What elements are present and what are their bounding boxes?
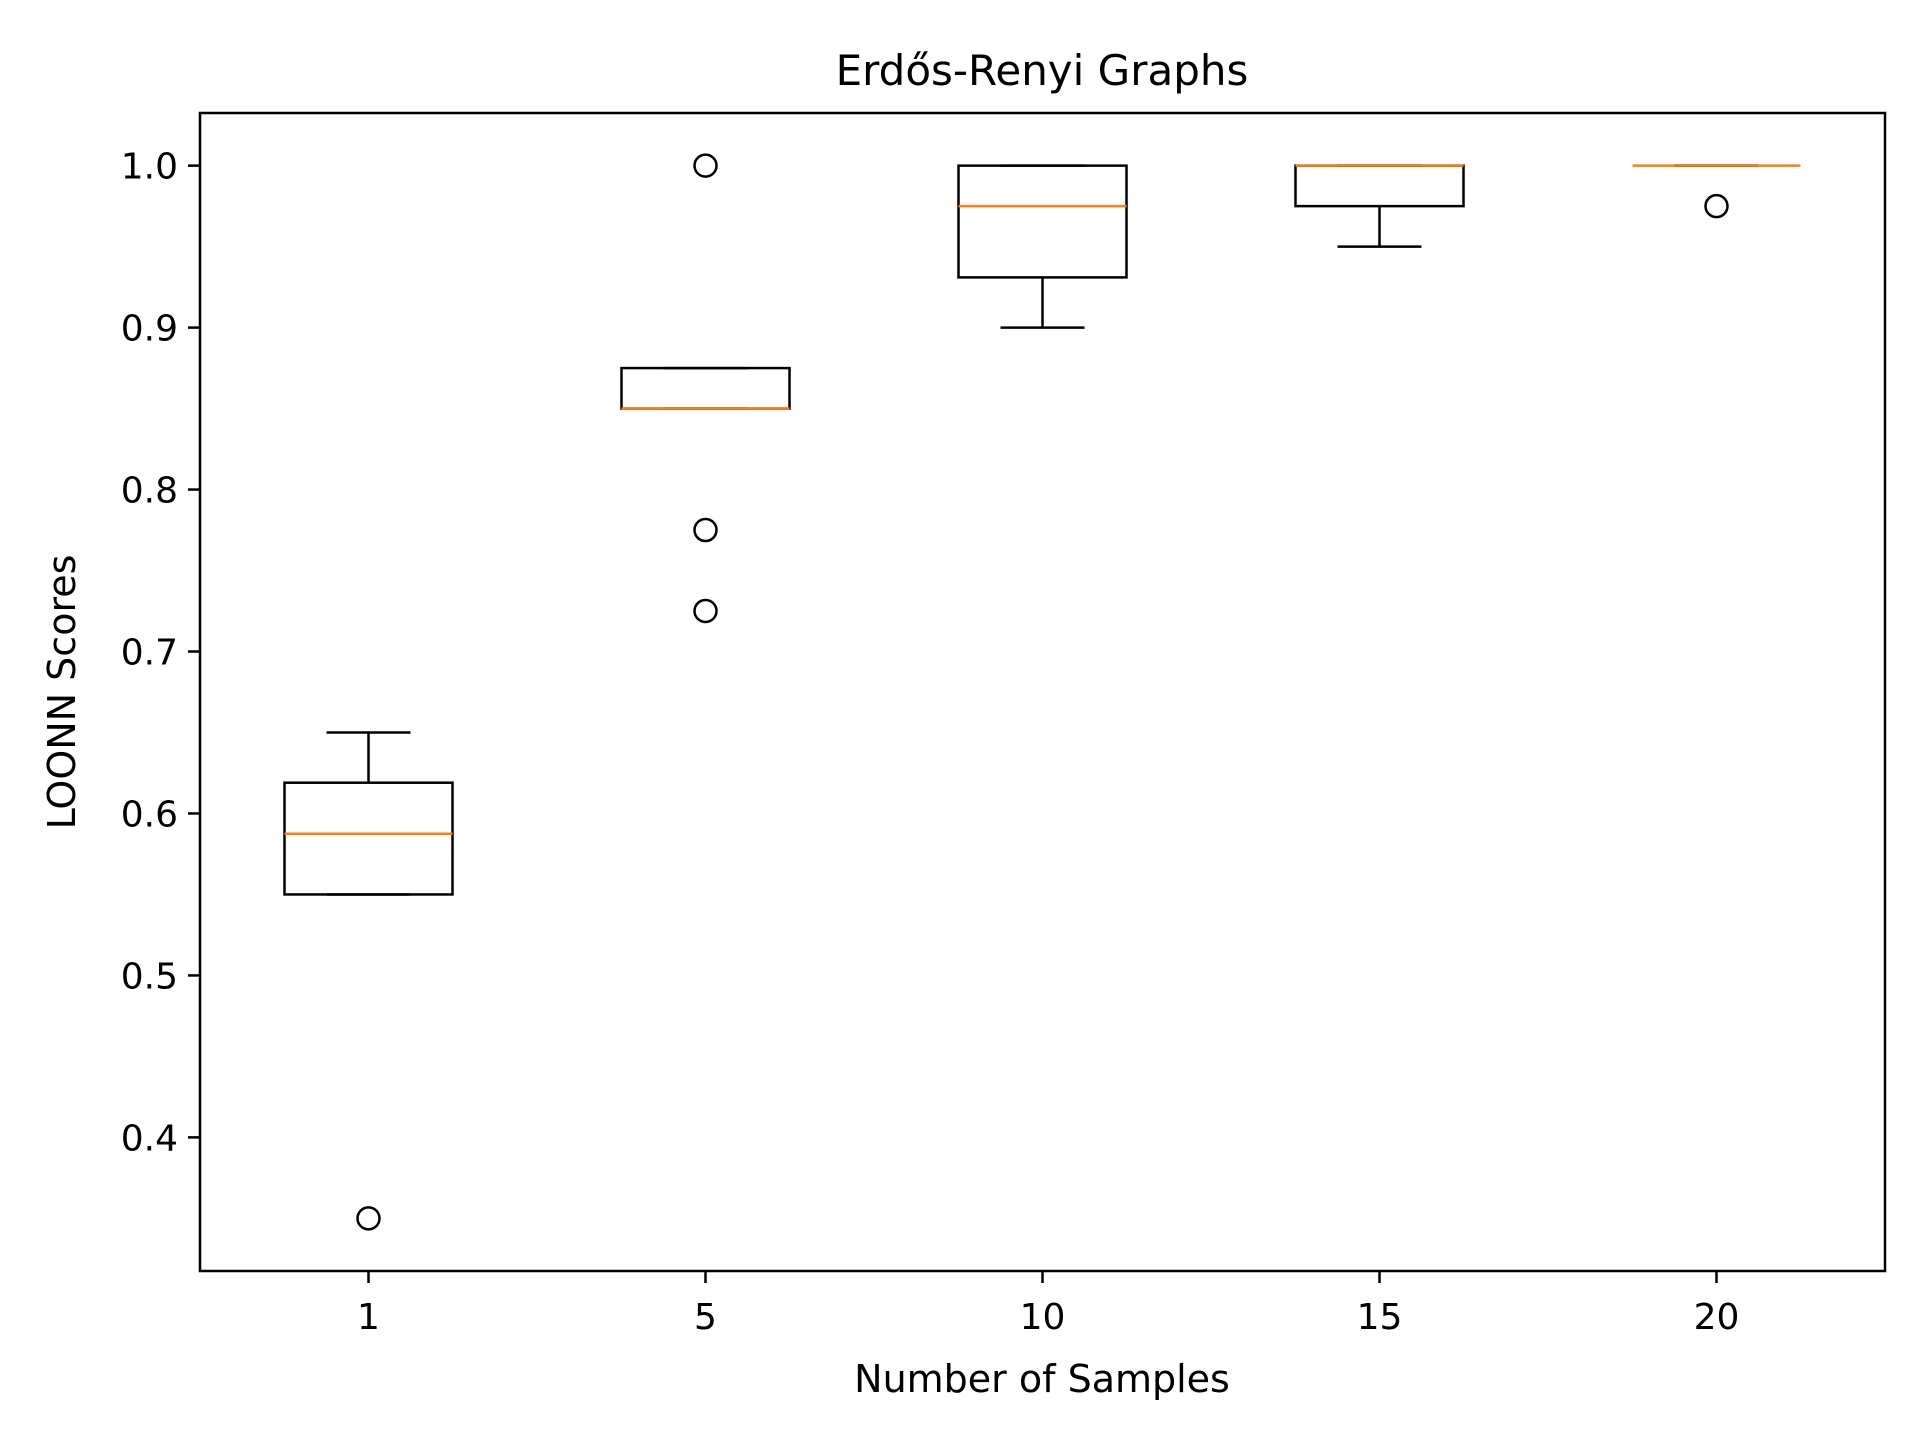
box-iqr bbox=[957, 164, 1128, 279]
y-tick-label: 0.5 bbox=[121, 956, 178, 997]
y-tick-label: 0.4 bbox=[121, 1118, 178, 1159]
box-10 bbox=[957, 164, 1128, 329]
x-axis: 1 5 10 15 20 bbox=[357, 1271, 1739, 1338]
y-tick-label: 1.0 bbox=[121, 147, 178, 188]
outlier-point bbox=[693, 153, 718, 178]
x-tick-label: 5 bbox=[694, 1297, 717, 1338]
x-tick-label: 1 bbox=[357, 1297, 380, 1338]
y-tick-label: 0.9 bbox=[121, 309, 178, 350]
box-iqr bbox=[283, 781, 454, 896]
box-series bbox=[283, 153, 1801, 1231]
y-axis: 0.4 0.5 0.6 0.7 0.8 0.9 1.0 bbox=[121, 147, 200, 1159]
outlier-point bbox=[1704, 193, 1729, 219]
box-iqr bbox=[1294, 164, 1465, 208]
x-axis-label: Number of Samples bbox=[854, 1357, 1230, 1401]
y-tick-label: 0.8 bbox=[121, 471, 178, 512]
chart-title: Erdős-Renyi Graphs bbox=[836, 46, 1249, 95]
outlier-point bbox=[356, 1206, 381, 1231]
y-axis-label: LOONN Scores bbox=[40, 555, 84, 830]
outlier-point bbox=[693, 517, 718, 543]
x-tick-label: 20 bbox=[1694, 1297, 1740, 1338]
box-20 bbox=[1632, 164, 1801, 219]
y-tick-label: 0.7 bbox=[121, 633, 178, 674]
box-15 bbox=[1294, 164, 1465, 248]
outlier-point bbox=[693, 598, 718, 624]
box-5 bbox=[620, 153, 791, 624]
x-tick-label: 10 bbox=[1020, 1297, 1066, 1338]
y-tick-label: 0.6 bbox=[121, 794, 178, 835]
x-tick-label: 15 bbox=[1357, 1297, 1403, 1338]
box-iqr bbox=[620, 366, 791, 410]
box-1 bbox=[283, 731, 454, 1231]
